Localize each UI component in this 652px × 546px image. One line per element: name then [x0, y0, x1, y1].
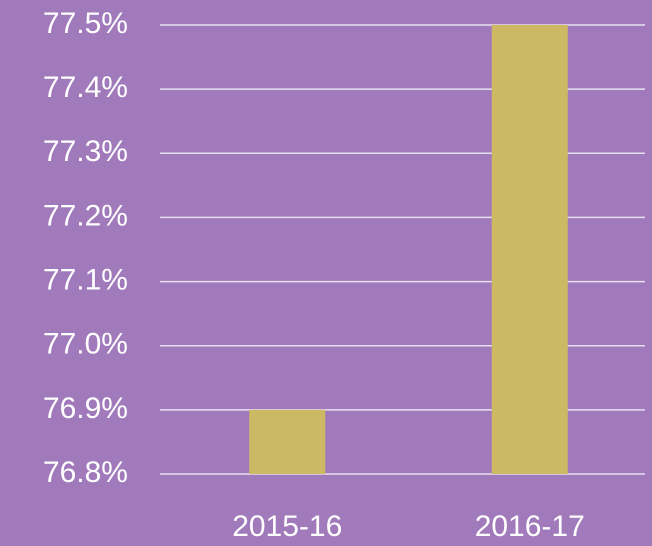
y-tick-label: 77.3% — [43, 135, 128, 168]
x-tick-label: 2015-16 — [232, 510, 342, 543]
x-tick-label: 2016-17 — [475, 510, 585, 543]
y-tick-label: 77.2% — [43, 199, 128, 232]
y-tick-label: 77.5% — [43, 7, 128, 40]
y-tick-label: 77.0% — [43, 328, 128, 361]
y-tick-label: 77.1% — [43, 263, 128, 296]
y-tick-label: 76.8% — [43, 456, 128, 489]
y-tick-label: 76.9% — [43, 392, 128, 425]
bar — [491, 25, 568, 474]
y-tick-label: 77.4% — [43, 71, 128, 104]
bar — [249, 409, 326, 474]
